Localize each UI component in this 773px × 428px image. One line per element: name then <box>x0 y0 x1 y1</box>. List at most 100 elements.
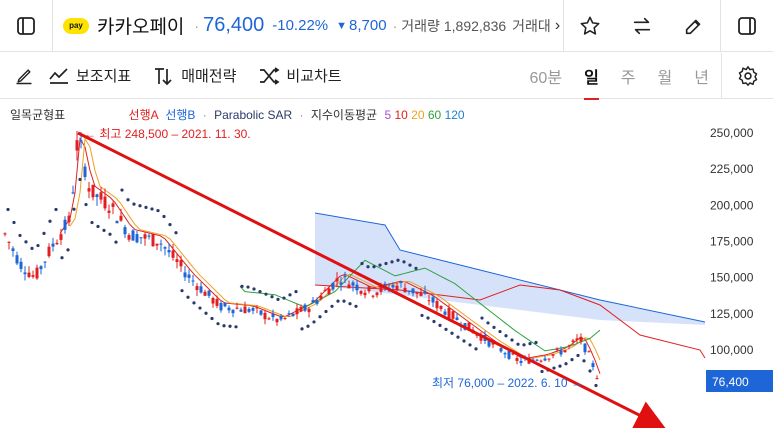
sar-dot <box>564 362 568 366</box>
period-day[interactable]: 일 <box>584 64 599 100</box>
strategy-button[interactable]: 매매전략 <box>153 65 236 86</box>
span-b-line <box>314 212 706 323</box>
chart-canvas[interactable]: 250,000 225,000 200,000 175,000 150,000 125,0… <box>0 100 773 428</box>
volume-value: 1,892,836 <box>443 17 507 34</box>
compare-icon <box>260 66 280 85</box>
sar-dot <box>552 366 556 370</box>
candlesticks <box>3 131 599 380</box>
sar-dot <box>510 338 514 342</box>
candle-body <box>159 243 163 245</box>
swap-button[interactable] <box>616 0 668 52</box>
candle-body <box>551 354 555 356</box>
candle-body <box>183 272 187 278</box>
sar-dot <box>300 327 304 331</box>
candle-body <box>435 301 439 309</box>
divider <box>52 0 53 52</box>
trend-line[interactable] <box>77 131 666 428</box>
indicator-label: 보조지표 <box>76 68 132 85</box>
period-week[interactable]: 주 <box>620 70 636 87</box>
candle-body <box>251 308 255 311</box>
sar-dot <box>384 261 388 266</box>
sar-dot <box>582 359 586 363</box>
candle-body <box>135 234 139 243</box>
draw-button[interactable] <box>0 53 48 99</box>
stock-summary[interactable]: pay 카카오페이 · 76,400 -10.22% ▼ 8,700 · 거래량… <box>53 0 563 52</box>
sar-dot <box>450 331 454 335</box>
sar-dot <box>252 287 256 291</box>
sar-dot <box>246 285 250 289</box>
stock-header: pay 카카오페이 · 76,400 -10.22% ▼ 8,700 · 거래량… <box>0 0 773 52</box>
sar-dot <box>156 208 160 213</box>
period-month[interactable]: 월 <box>657 70 673 87</box>
candle-body <box>555 349 559 351</box>
high-annotation: ← 최고 248,500 – 2021. 11. 30. <box>84 127 251 141</box>
settings-button[interactable] <box>721 53 773 99</box>
sar-dot <box>162 214 166 219</box>
sar-dot <box>576 353 580 358</box>
legend-ema-10: 10 <box>394 108 408 122</box>
sar-dot <box>480 316 484 320</box>
sar-dot <box>180 289 184 293</box>
sar-dot <box>204 311 208 315</box>
legend-ema-60: 60 <box>427 108 442 122</box>
candle-body <box>559 350 563 355</box>
candle-body <box>399 281 403 283</box>
candle-body <box>111 203 115 207</box>
sar-dot <box>330 304 334 308</box>
sar-dot <box>102 228 106 232</box>
candle-body <box>503 353 507 355</box>
candle-body <box>151 233 155 247</box>
sar-dot <box>456 335 460 339</box>
period-year[interactable]: 년 <box>694 70 709 87</box>
sidebar-toggle-button[interactable] <box>0 0 52 52</box>
sar-dot <box>30 246 34 250</box>
candle-body <box>347 284 351 289</box>
candle-body <box>211 298 215 304</box>
candle-body <box>235 307 239 309</box>
sar-dot <box>216 322 220 326</box>
panel-toggle-button[interactable] <box>721 0 773 52</box>
y-tick-label: 125,000 <box>710 307 754 321</box>
current-price-tag <box>706 370 773 392</box>
legend-ema-20: 20 <box>411 108 425 122</box>
candle-body <box>223 302 227 307</box>
sar-dot <box>504 334 508 338</box>
candle-body <box>55 242 59 245</box>
sar-dot <box>234 325 238 329</box>
candle-body <box>143 234 147 239</box>
sar-dot <box>282 296 286 300</box>
chevron-right-icon[interactable]: › <box>554 16 561 34</box>
compare-button[interactable]: 비교차트 <box>258 65 342 86</box>
y-tick-label: 225,000 <box>710 162 754 176</box>
indicator-button[interactable]: 보조지표 <box>48 65 131 86</box>
candle-body <box>263 312 267 320</box>
candle-body <box>119 215 123 221</box>
cloud-area <box>315 213 705 325</box>
sar-dot <box>588 369 592 373</box>
candle-body <box>395 285 399 291</box>
sar-dot <box>336 299 340 303</box>
candle-body <box>203 291 207 296</box>
edit-button[interactable] <box>668 0 720 52</box>
sar-dot <box>288 293 292 297</box>
favorite-button[interactable] <box>564 0 616 52</box>
sar-dot <box>6 207 10 212</box>
candle-body <box>415 292 419 294</box>
candle-body <box>59 234 63 240</box>
price-chart[interactable]: 일목균형표 선행A 선행B · Parabolic SAR · 지수이동평균 5… <box>0 100 773 428</box>
candle-body <box>115 221 119 224</box>
candle-body <box>187 274 191 278</box>
candle-body <box>291 313 295 317</box>
candle-body <box>407 290 411 292</box>
sar-dot <box>198 306 202 310</box>
candle-body <box>587 351 591 353</box>
candle-body <box>231 309 235 314</box>
y-axis: 250,000 225,000 200,000 175,000 150,000 125,0… <box>710 126 754 357</box>
period-60min[interactable]: 60분 <box>529 70 563 87</box>
candle-body <box>107 210 111 213</box>
candle-body <box>547 358 551 360</box>
pencil-icon <box>16 68 32 84</box>
candle-body <box>95 194 99 197</box>
panel-right-icon <box>738 16 756 35</box>
candle-body <box>163 247 167 249</box>
